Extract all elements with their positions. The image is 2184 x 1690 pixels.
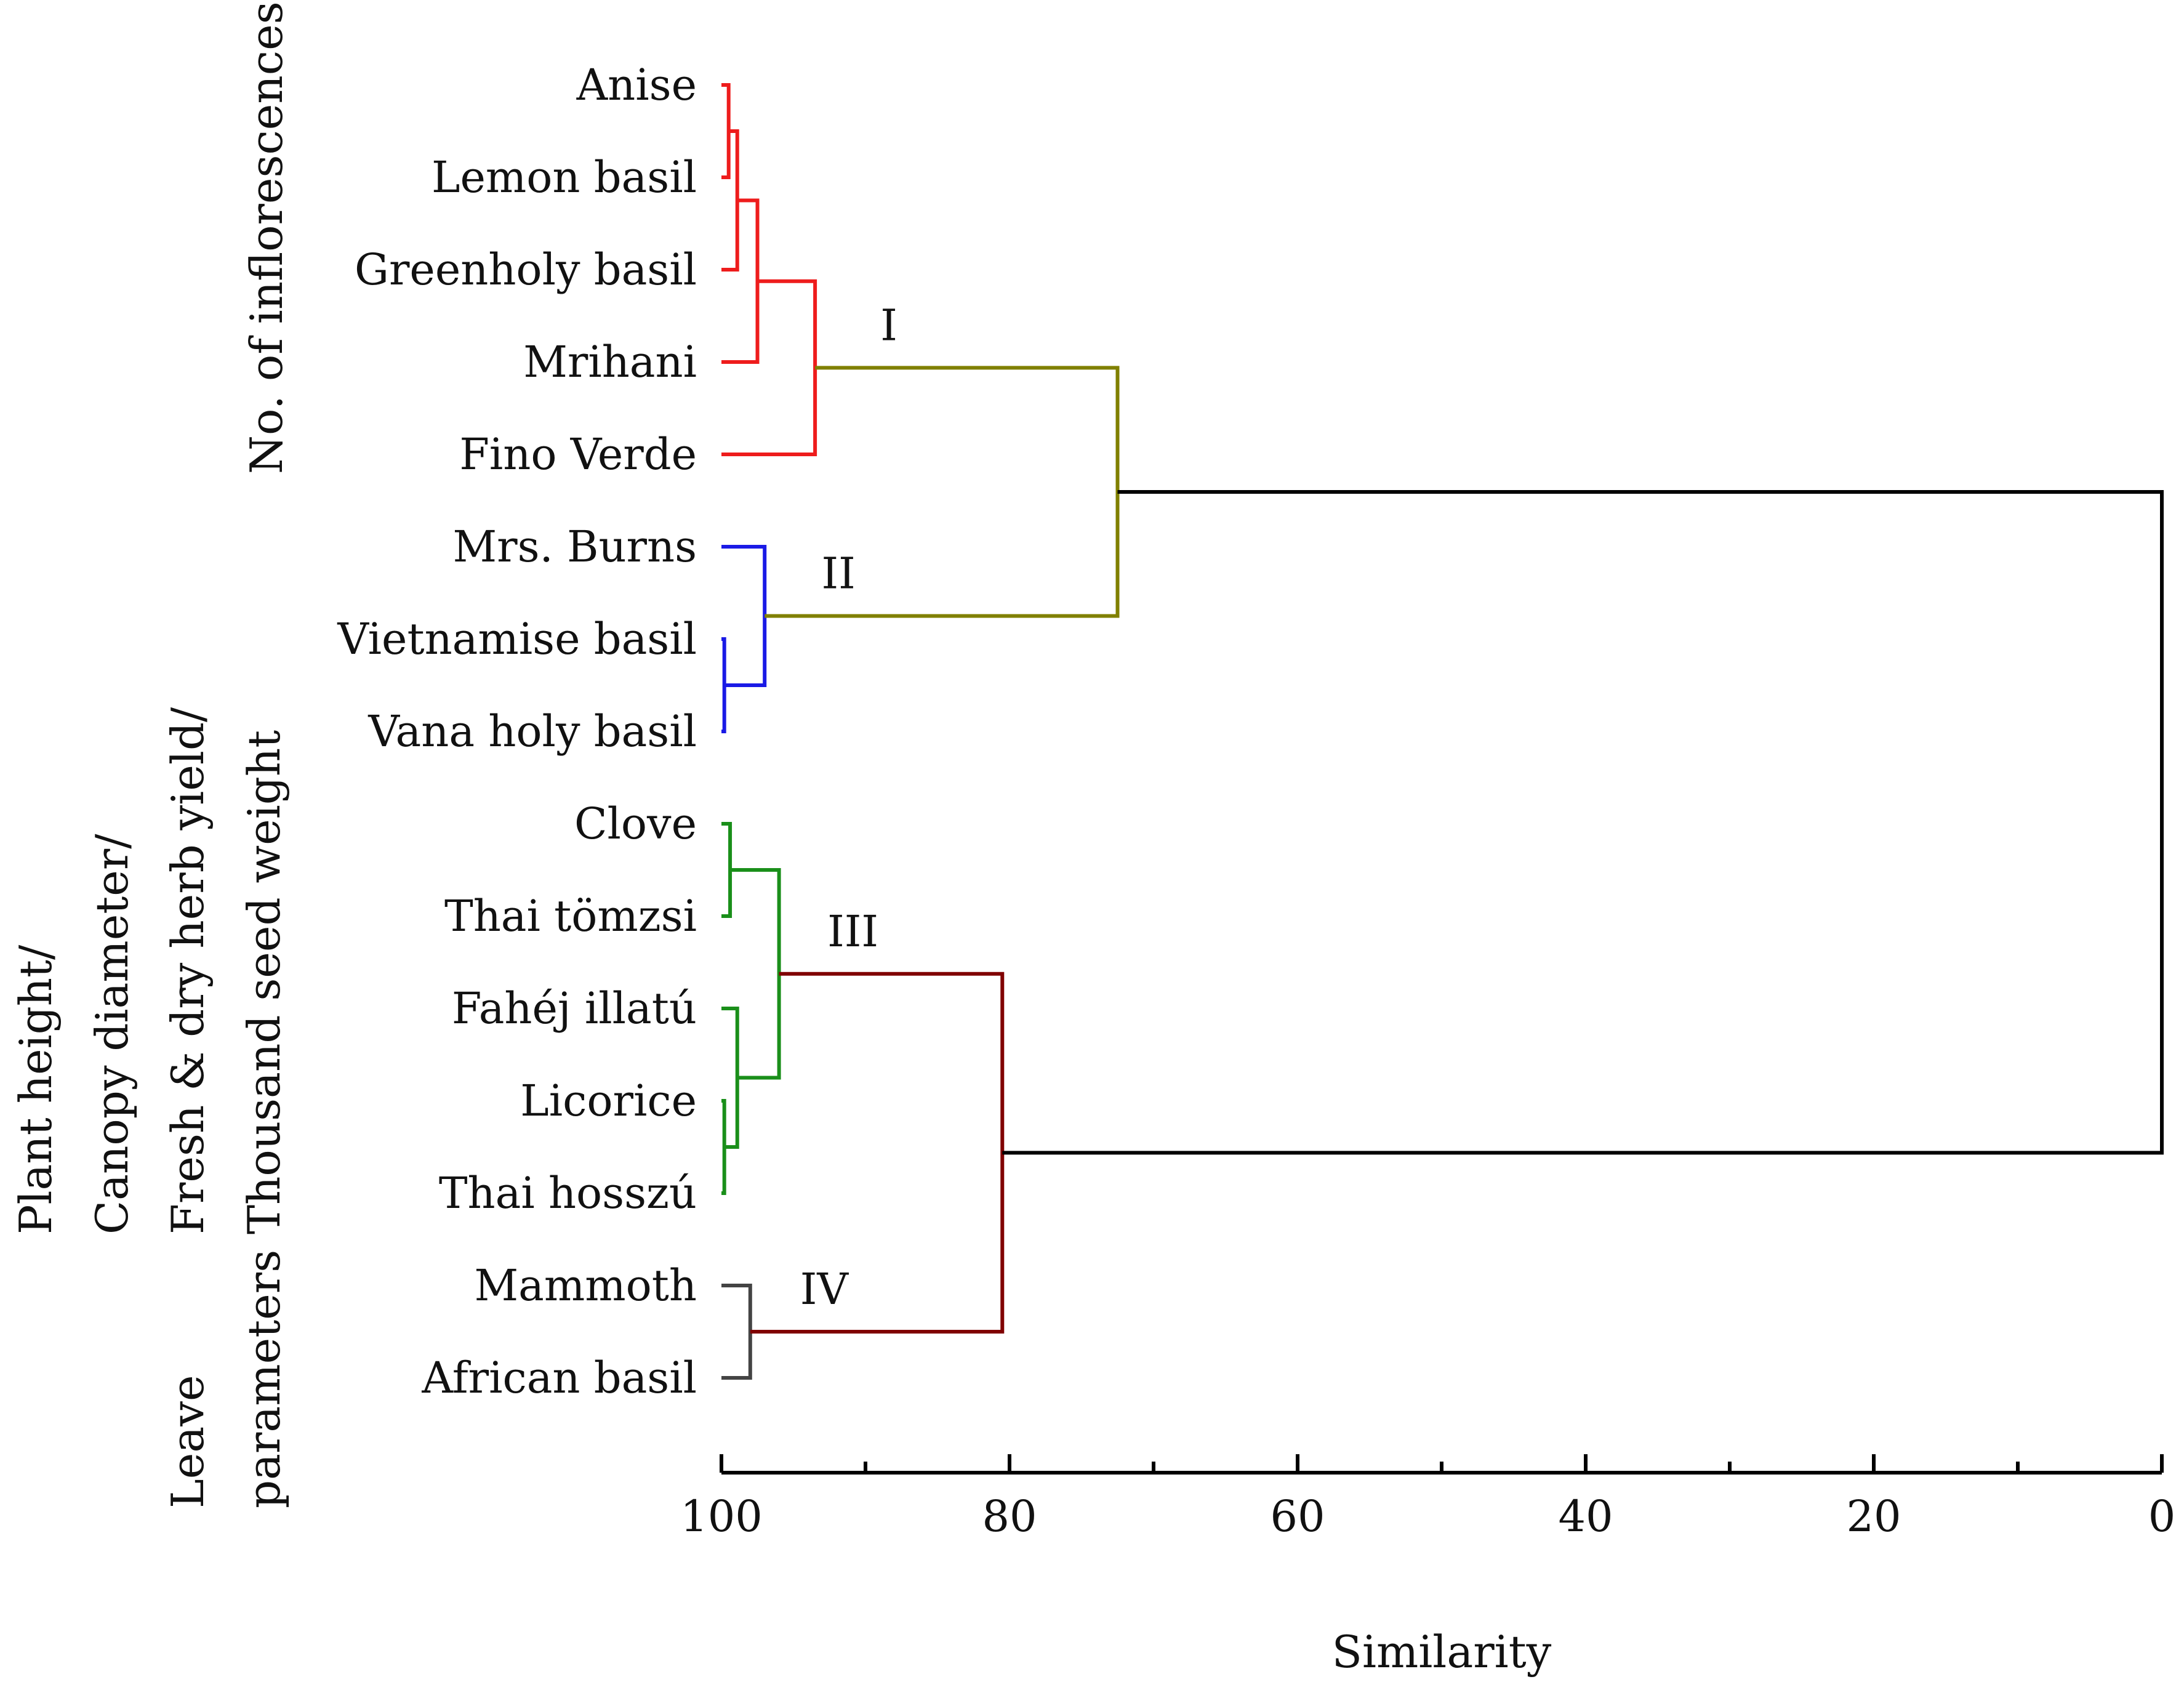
side-label-growth-line-3: Fresh & dry herb yield/ [162,707,214,1234]
x-tick-label-80: 80 [982,1491,1037,1542]
x-tick-label-60: 60 [1270,1491,1325,1542]
x-axis: 100 80 60 40 20 0 Similarity [680,1454,2175,1678]
side-label-growth: Plant height/ Canopy diameter/ Fresh & d… [10,707,290,1234]
branch-m5 [721,637,726,733]
leaf-label-fino-verde: Fino Verde [459,429,697,480]
x-tick-label-20: 20 [1846,1491,1901,1542]
leaf-labels: Anise Lemon basil Greenholy basil Mrihani Fi… [337,60,697,1403]
side-label-inflorescences-line-1: No. of inflorescences [241,1,292,474]
branch-m12 [721,1284,752,1380]
side-label-leave-line-2: parameters [238,1250,290,1508]
dendrogram-branches [721,83,2164,1380]
leaf-label-licorice: Licorice [520,1076,697,1126]
branch-m3 [721,198,760,364]
leaf-label-greenholy-basil: Greenholy basil [355,244,697,295]
cluster-label-iv: IV [800,1264,849,1314]
cluster-label-i: I [880,300,897,350]
side-label-growth-line-2: Canopy diameter/ [86,834,138,1234]
x-tick-label-100: 100 [680,1491,763,1542]
x-tick-label-0: 0 [2148,1491,2176,1542]
branch-m4 [721,279,817,456]
branch-m13 [750,972,1005,1334]
branch-m1 [721,83,731,179]
branch-m9 [721,1099,726,1195]
leaf-label-thai-hosszu: Thai hosszú [439,1168,697,1218]
leaf-label-fahej-illatu: Fahéj illatú [452,983,697,1034]
leaf-label-mrs-burns: Mrs. Burns [452,521,697,572]
x-ticks: 100 80 60 40 20 0 [680,1454,2175,1542]
side-label-leave-line-1: Leave [162,1375,214,1508]
branch-m7 [765,366,1120,618]
leaf-label-thai-tomzsi: Thai tömzsi [444,891,697,941]
branch-m14 [1002,489,2164,1155]
leaf-label-lemon-basil: Lemon basil [432,152,697,203]
leaf-label-mrihani: Mrihani [523,337,697,387]
leaf-label-clove: Clove [574,799,697,849]
x-axis-title: Similarity [1332,1626,1552,1678]
x-tick-label-40: 40 [1558,1491,1613,1542]
leaf-label-vana-holy-basil: Vana holy basil [367,706,697,757]
side-label-growth-line-1: Plant height/ [10,944,62,1234]
leaf-label-african-basil: African basil [421,1353,697,1403]
leaf-label-vietnamise-basil: Vietnamise basil [337,614,697,664]
side-label-leave: Leave parameters [162,1250,290,1508]
cluster-label-iii: III [827,906,878,957]
cluster-label-ii: II [822,549,856,599]
branch-m8 [721,822,733,918]
side-label-growth-line-4: Thousand seed weight [238,730,290,1234]
leaf-label-mammoth: Mammoth [474,1260,697,1311]
leaf-label-anise: Anise [576,60,697,110]
branch-m6 [721,545,767,687]
side-label-inflorescences: No. of inflorescences [241,1,292,474]
